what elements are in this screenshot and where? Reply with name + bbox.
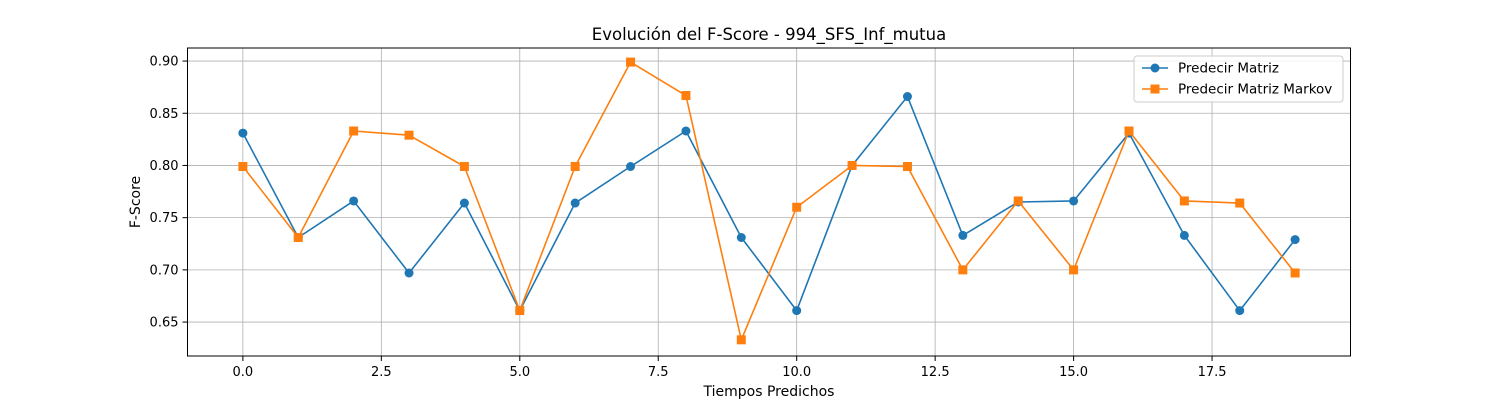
data-point-circle: [238, 128, 248, 138]
data-point-square: [1290, 268, 1300, 278]
data-point-circle: [459, 198, 469, 208]
data-point-circle: [349, 196, 359, 206]
y-tick-label: 0.65: [150, 316, 179, 331]
x-tick-label: 7.5: [648, 365, 669, 380]
x-tick-label: 0.0: [233, 365, 254, 380]
legend-box: [1133, 55, 1344, 103]
x-tick-label: 15.0: [1059, 365, 1088, 380]
data-point-circle: [1235, 306, 1245, 316]
y-tick-label: 0.75: [150, 211, 179, 226]
data-point-square: [238, 162, 248, 172]
x-tick-label: 2.5: [371, 365, 392, 380]
y-axis-label: F-Score: [128, 176, 144, 228]
data-point-circle: [902, 92, 912, 102]
axes: 0.0 2.5 5.0 7.5 10.0 12.5 15.0 17.5 0.65 0.70 0.75…: [150, 55, 1227, 380]
legend-entry: Predecir Matriz Markov: [1142, 82, 1332, 98]
data-point-circle: [1290, 235, 1300, 245]
data-point-circle: [570, 198, 580, 208]
data-point-square: [1069, 265, 1079, 275]
y-tick-label: 0.70: [150, 263, 179, 278]
data-point-circle: [736, 232, 746, 242]
data-point-square: [792, 202, 802, 212]
data-point-square: [570, 162, 580, 172]
data-point-square: [847, 160, 857, 170]
data-point-square: [459, 162, 469, 172]
legend-marker-circle: [1150, 63, 1160, 73]
x-tick-label: 17.5: [1198, 365, 1227, 380]
data-point-circle: [792, 306, 802, 316]
x-axis-label: Tiempos Predichos: [703, 384, 835, 400]
series-line: [242, 61, 1296, 341]
legend-label: Predecir Matriz: [1178, 61, 1279, 77]
legend-entry: Predecir Matriz: [1142, 61, 1279, 77]
y-tick-label: 0.85: [150, 107, 179, 122]
data-point-square: [1179, 196, 1189, 206]
data-point-square: [736, 335, 746, 345]
data-point-square: [1013, 196, 1023, 206]
x-tick-label: 5.0: [509, 365, 530, 380]
data-point-square: [681, 91, 691, 101]
series-predecir-matriz: [238, 92, 1300, 316]
series-line: [242, 95, 1296, 312]
data-point-circle: [1069, 196, 1079, 206]
data-point-square: [349, 126, 359, 136]
data-series: [238, 57, 1300, 345]
plot-frame: [187, 47, 1351, 357]
data-point-square: [902, 162, 912, 172]
x-tick-label: 12.5: [921, 365, 950, 380]
data-point-circle: [958, 230, 968, 240]
chart-title: Evolución del F-Score - 994_SFS_Inf_mutu…: [592, 25, 946, 45]
y-tick-label: 0.80: [150, 159, 179, 174]
legend: Predecir Matriz Predecir Matriz Markov: [1133, 55, 1344, 103]
data-point-circle: [681, 126, 691, 136]
data-point-square: [626, 57, 636, 67]
data-point-circle: [1179, 230, 1189, 240]
series-predecir-matriz-markov: [238, 57, 1300, 345]
x-tick-label: 10.0: [782, 365, 811, 380]
data-point-circle: [404, 268, 414, 278]
y-tick-label: 0.90: [150, 55, 179, 70]
data-point-square: [1235, 198, 1245, 208]
data-point-square: [404, 130, 414, 140]
data-point-circle: [626, 162, 636, 172]
legend-label: Predecir Matriz Markov: [1178, 82, 1332, 98]
data-point-square: [515, 306, 525, 316]
data-point-square: [958, 265, 968, 275]
data-point-square: [293, 232, 303, 242]
legend-marker-square: [1150, 84, 1160, 94]
data-point-square: [1124, 126, 1134, 136]
